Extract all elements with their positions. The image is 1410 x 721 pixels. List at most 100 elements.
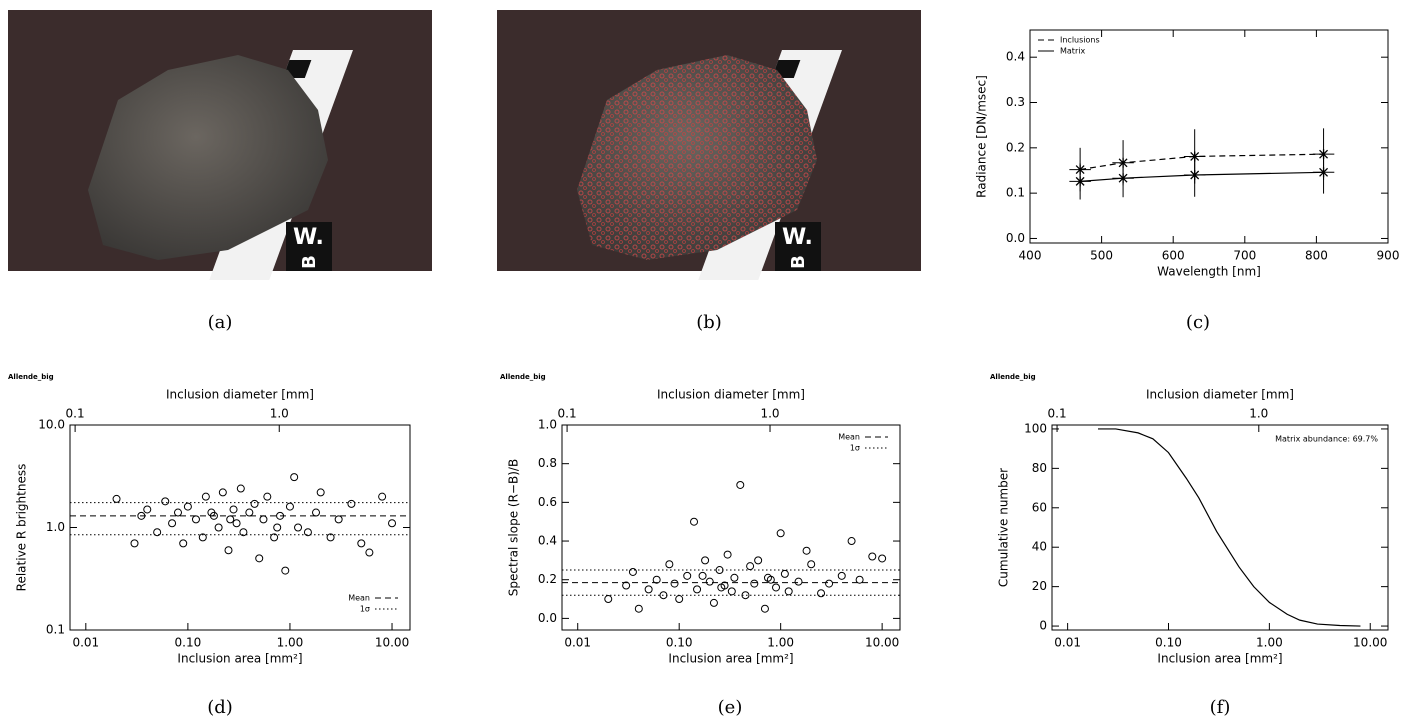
point [233,520,240,527]
point [666,561,673,568]
point [237,485,244,492]
point [389,520,396,527]
x-tick-label: 0.10 [175,636,202,650]
x-tick-label: 900 [1377,249,1400,263]
point [256,555,263,562]
caption: (a) [208,312,233,333]
point [761,605,768,612]
x-tick-label: 10.00 [865,636,899,650]
point [282,567,289,574]
point [751,580,758,587]
y-axis-title: Radiance [DN/msec] [975,75,989,198]
point [785,588,792,595]
point [366,549,373,556]
x2-tick-label: 1.0 [1249,407,1268,421]
point [826,580,833,587]
point [808,561,815,568]
y-tick-label: 0.0 [1006,231,1025,245]
point [684,572,691,579]
y-tick-label: 40 [1032,540,1047,554]
annotation: Matrix abundance: 69.7% [1275,435,1378,444]
y-axis-title: Relative R brightness [15,464,29,592]
caption: (b) [696,312,722,333]
point [879,555,886,562]
point [313,509,320,516]
plot-frame [1030,30,1388,243]
point [184,503,191,510]
point [671,580,678,587]
x2-tick-label: 0.1 [66,407,85,421]
legend-label: Matrix [1060,47,1085,56]
legend-label: 1σ [360,605,370,614]
y-tick-label: 0.8 [538,456,557,470]
y-tick-label: 0 [1039,619,1047,633]
point [795,578,802,585]
photo-a: W. B [8,10,432,280]
point [174,509,181,516]
x-tick-label: 0.10 [1155,636,1182,650]
y-tick-label: 0.4 [538,534,557,548]
point [773,584,780,591]
point [803,547,810,554]
point [192,516,199,523]
point [838,572,845,579]
point [702,557,709,564]
plot-frame [1052,425,1388,630]
x-tick-label: 0.10 [666,636,693,650]
x-tick-label: 10.00 [375,636,409,650]
point [304,529,311,536]
x2-tick-label: 1.0 [270,407,289,421]
series-line [1098,429,1360,626]
point [227,516,234,523]
point [710,599,717,606]
point [724,551,731,558]
point [154,529,161,536]
point [379,493,386,500]
point [348,500,355,507]
x2-axis-title: Inclusion diameter [mm] [657,388,805,402]
x2-axis-title: Inclusion diameter [mm] [1146,388,1294,402]
point [230,506,237,513]
y-axis-title: Cumulative number [997,468,1011,587]
y-tick-label: 0.0 [538,611,557,625]
x-tick-label: 400 [1019,249,1042,263]
photo-b: W. B [497,10,921,280]
y-tick-label: 0.1 [1006,186,1025,200]
point [694,586,701,593]
point [629,568,636,575]
x-tick-label: 500 [1090,249,1113,263]
y-tick-label: 0.4 [1006,50,1025,64]
y-axis-title: Spectral slope (R−B)/B [507,459,521,596]
y-tick-label: 1.0 [46,520,65,534]
point [605,596,612,603]
point [335,516,342,523]
y-tick-label: 0.6 [538,495,557,509]
ruler-label: B [788,255,809,269]
point [291,474,298,481]
y-tick-label: 1.0 [538,418,557,432]
y-tick-label: 60 [1032,500,1047,514]
x-tick-label: 10.00 [1353,636,1387,650]
point [162,498,169,505]
point [676,596,683,603]
x-tick-label: 700 [1233,249,1256,263]
point [706,578,713,585]
caption: (c) [1186,312,1210,333]
point [781,570,788,577]
point [219,489,226,496]
x2-axis-title: Inclusion diameter [mm] [166,388,314,402]
point [202,493,209,500]
x-tick-label: 0.01 [1054,636,1081,650]
point [731,574,738,581]
point [260,516,267,523]
point [818,590,825,597]
ruler-label: W. [782,225,813,250]
point [848,538,855,545]
x-axis-title: Inclusion area [mm²] [177,652,302,666]
x-tick-label: 800 [1305,249,1328,263]
point [169,520,176,527]
x-tick-label: 600 [1162,249,1185,263]
point [645,586,652,593]
x-axis-title: Inclusion area [mm²] [1157,652,1282,666]
legend-label: 1σ [850,444,860,453]
